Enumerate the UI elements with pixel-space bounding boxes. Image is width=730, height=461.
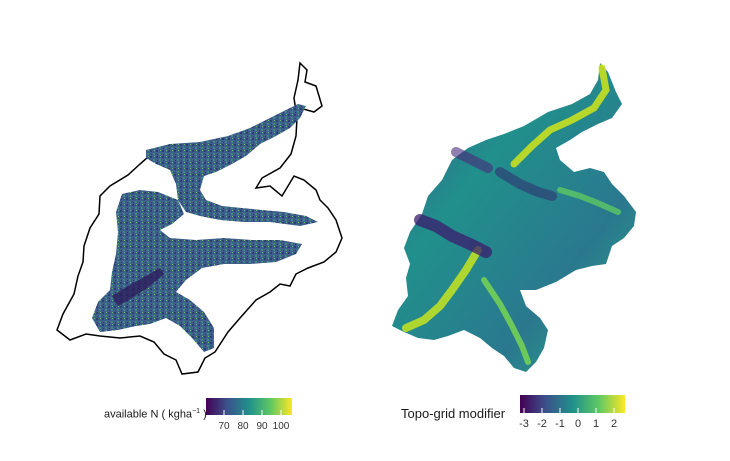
n-tick-100: 100 — [272, 421, 290, 432]
topo-ridge-north — [510, 64, 610, 168]
n-legend-title-main: available N ( — [104, 408, 166, 421]
topo-tick-2: 2 — [610, 418, 618, 430]
topo-tick-m2: -2 — [537, 418, 547, 430]
topo-tick-m1: -1 — [555, 418, 565, 430]
topo-modifier-map — [392, 63, 636, 372]
topo-colorbar-ticks — [523, 408, 615, 413]
topo-tick-m3: -3 — [519, 418, 529, 430]
topo-tick-0: 0 — [574, 418, 582, 430]
available-n-map — [56, 61, 343, 375]
n-raster-ridge — [112, 268, 164, 306]
topo-ridge-south2 — [481, 277, 531, 365]
n-tick-80: 80 — [237, 421, 249, 432]
topo-ridge-east — [557, 187, 621, 215]
n-colorbar-ticks — [223, 410, 282, 415]
topo-tick-1: 1 — [592, 418, 600, 430]
n-legend-title-exp: −1 — [192, 408, 201, 415]
n-raster-north — [146, 104, 318, 226]
topo-valley-north — [451, 147, 493, 173]
n-tick-90: 90 — [256, 421, 268, 432]
topo-ridge-south — [402, 246, 482, 332]
topo-valley-centre — [495, 167, 557, 201]
topo-colorbar — [520, 395, 625, 413]
n-tick-70: 70 — [218, 421, 230, 432]
n-legend-title-end: ) — [200, 408, 207, 421]
topo-valley-west — [414, 214, 492, 258]
n-raster-south — [92, 190, 302, 352]
n-legend-title: available N ( kgha−1 ) — [104, 408, 207, 421]
n-colorbar — [206, 398, 292, 415]
n-legend-title-unit: kgha — [165, 408, 193, 421]
topo-legend-title: Topo-grid modifier — [401, 406, 506, 421]
